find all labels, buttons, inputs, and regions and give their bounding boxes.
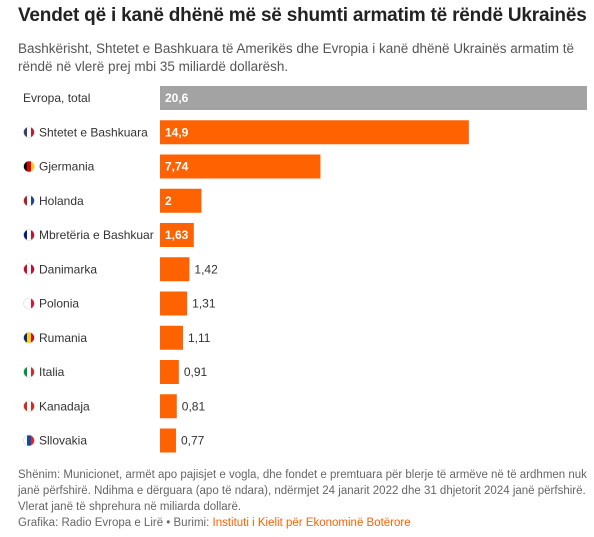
chart-subtitle: Bashkërisht, Shtetet e Bashkuara të Amer… xyxy=(18,41,575,74)
flag-stripe xyxy=(27,195,32,207)
flag-ring xyxy=(23,229,35,241)
credit: Grafika: Radio Evropa e Lirë • Burimi: xyxy=(18,517,210,529)
bar xyxy=(160,120,469,145)
flag-stripe xyxy=(31,161,35,172)
category-label: Polonia xyxy=(39,297,79,311)
flag-stripe xyxy=(31,298,35,309)
flag-stripe xyxy=(23,366,28,378)
flag-stripe xyxy=(23,161,28,172)
value-label: 0,91 xyxy=(184,365,208,379)
category-label: Sllovakia xyxy=(39,434,87,448)
value-label: 0,77 xyxy=(181,434,205,448)
flag-stripe xyxy=(27,332,32,344)
bar xyxy=(160,360,179,384)
bar xyxy=(160,428,176,453)
source-link[interactable]: Instituti i Kielit për Ekonominë Botëror… xyxy=(212,517,411,529)
flag-stripe xyxy=(31,400,35,412)
category-label: Rumania xyxy=(39,331,87,345)
bar xyxy=(160,154,321,179)
note: Shënim: Municionet, armët apo pajisjet e… xyxy=(18,469,587,513)
flag-stripe xyxy=(27,400,32,412)
bar xyxy=(160,223,194,247)
category-label: Gjermania xyxy=(39,160,95,174)
flag-stripe xyxy=(27,161,32,172)
flag-stripe xyxy=(23,229,28,241)
flag-ring xyxy=(23,126,35,139)
bar xyxy=(160,257,190,282)
flag-stripe xyxy=(23,400,28,412)
flag-ring xyxy=(23,366,35,378)
category-label: Evropa, total xyxy=(23,91,90,105)
flag-stripe xyxy=(27,229,32,241)
bar xyxy=(160,188,202,213)
value-label: 14,9 xyxy=(165,125,189,139)
category-label: Danimarka xyxy=(39,262,97,276)
value-label: 1,42 xyxy=(194,262,218,276)
flag-ring xyxy=(23,331,35,344)
bar xyxy=(160,291,188,316)
bar xyxy=(160,394,177,419)
value-label: 20,6 xyxy=(165,91,189,105)
flag-stripe xyxy=(31,435,35,446)
value-label: 7,74 xyxy=(165,160,189,174)
flag-stripe xyxy=(27,263,32,275)
flag-ring xyxy=(23,263,35,276)
category-label: Italia xyxy=(39,365,65,379)
flag-stripe xyxy=(31,263,35,275)
flag-stripe xyxy=(31,366,35,378)
flag-ring xyxy=(23,400,35,413)
flag-ring xyxy=(23,194,35,207)
flag-stripe xyxy=(27,298,32,309)
flag-ring xyxy=(23,434,35,447)
flag-stripe xyxy=(31,195,35,207)
value-label: 1,63 xyxy=(165,228,189,242)
flag-stripe xyxy=(27,126,32,138)
flag-stripe xyxy=(23,298,28,309)
flag-stripe xyxy=(31,126,35,138)
value-label: 1,31 xyxy=(192,297,216,311)
flag-ring xyxy=(23,160,35,173)
flag-stripe xyxy=(23,195,28,207)
chart-title: Vendet që i kanë dhënë më së shumti arma… xyxy=(18,5,587,26)
category-label: Mbretëria e Bashkuar xyxy=(39,228,154,242)
category-label: Holanda xyxy=(39,194,84,208)
value-label: 1,11 xyxy=(188,331,211,345)
flag-stripe xyxy=(23,332,28,344)
flag-stripe xyxy=(31,229,35,241)
flag-stripe xyxy=(23,435,28,446)
bar xyxy=(160,325,184,350)
credit-line: Grafika: Radio Evropa e Lirë • Burimi: I… xyxy=(18,517,411,529)
flag-stripe xyxy=(27,366,32,378)
flag-stripe xyxy=(27,435,32,446)
value-label: 2 xyxy=(165,194,172,208)
category-label: Kanadaja xyxy=(39,399,90,413)
flag-ring xyxy=(23,297,35,310)
flag-stripe xyxy=(23,126,28,138)
bar xyxy=(160,86,587,110)
flag-stripe xyxy=(23,263,28,275)
category-label: Shtetet e Bashkuara xyxy=(39,125,148,139)
flag-stripe xyxy=(31,332,35,344)
value-label: 0,81 xyxy=(182,399,206,413)
